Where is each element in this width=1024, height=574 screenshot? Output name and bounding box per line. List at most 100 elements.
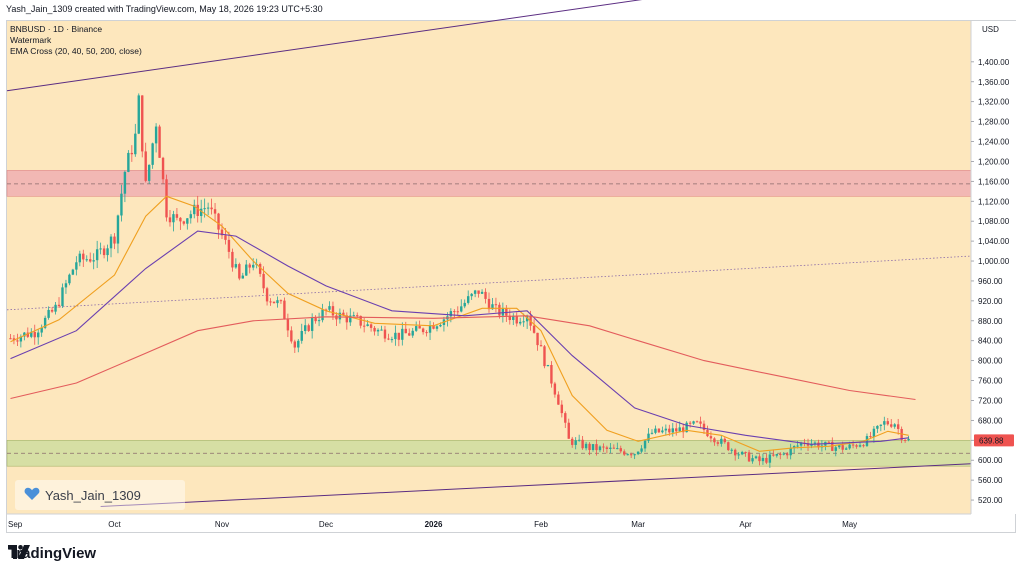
candle-body <box>338 312 342 320</box>
candle-body <box>50 309 54 312</box>
candle-body <box>470 293 473 297</box>
candle-body <box>515 315 518 324</box>
price-axis-tick: 760.00 <box>978 377 1003 386</box>
candle-body <box>844 448 848 450</box>
candle-body <box>456 311 459 313</box>
candle-body <box>893 424 896 427</box>
candle-body <box>675 428 678 432</box>
candle-body <box>602 446 605 448</box>
candle-body <box>779 454 782 456</box>
candle-body <box>33 331 36 338</box>
candle-body <box>668 428 671 433</box>
candle-body <box>817 442 820 448</box>
price-axis-tick: 800.00 <box>978 357 1003 366</box>
candle-body <box>43 317 47 328</box>
price-axis-tick: 960.00 <box>978 277 1003 286</box>
candle-body <box>723 438 726 443</box>
tradingview-logo[interactable]: TradingView <box>8 545 96 562</box>
price-axis-tick: 1,360.00 <box>978 78 1010 87</box>
price-axis-tick: 1,160.00 <box>978 177 1010 186</box>
last-price-label: 639.88 <box>979 436 1004 445</box>
candle-body <box>404 328 407 334</box>
candle-body <box>369 324 373 328</box>
candle-body <box>657 428 661 433</box>
candle-body <box>786 453 789 456</box>
candle-body <box>394 332 397 340</box>
candle-body <box>19 336 23 342</box>
candle-body <box>206 207 210 209</box>
candle-body <box>428 325 432 333</box>
candle-body <box>626 454 629 456</box>
candle-body <box>425 332 428 334</box>
candle-body <box>619 448 622 452</box>
candle-body <box>564 413 567 423</box>
candle-body <box>144 151 147 181</box>
candle-body <box>796 445 799 447</box>
candle-body <box>612 447 616 449</box>
candle-body <box>95 249 99 261</box>
ema-mid-line <box>10 230 909 445</box>
time-axis-tick: Oct <box>108 520 121 529</box>
candle-body <box>831 441 834 451</box>
candle-body <box>224 235 227 240</box>
candle-body <box>681 427 685 433</box>
time-axis-tick: Mar <box>631 520 645 529</box>
candle-body <box>890 424 893 427</box>
candle-body <box>356 315 359 317</box>
candle-body <box>245 264 248 276</box>
candle-body <box>61 287 64 307</box>
candle-body <box>293 341 297 348</box>
candle-body <box>220 229 224 236</box>
candle-body <box>772 454 775 456</box>
candle-body <box>463 302 466 307</box>
candle-body <box>217 213 220 230</box>
candle-body <box>505 308 508 316</box>
candle-body <box>165 179 168 218</box>
candle-body <box>127 152 130 172</box>
candle-body <box>279 300 283 302</box>
symbol-label[interactable]: BNBUSD · 1D · Binance <box>10 24 103 34</box>
time-axis-tick: Apr <box>739 520 752 529</box>
candle-body <box>37 332 40 338</box>
candle-body <box>23 332 26 337</box>
price-axis-tick: 920.00 <box>978 297 1003 306</box>
candle-body <box>536 332 539 346</box>
candle-body <box>102 248 106 256</box>
candle-body <box>421 328 425 333</box>
candle-body <box>654 428 657 433</box>
candle-body <box>241 275 244 279</box>
indicator-label[interactable]: EMA Cross (20, 40, 50, 200, close) <box>10 46 142 56</box>
candle-body <box>737 454 740 456</box>
watermark-label[interactable]: Watermark <box>10 35 52 45</box>
candle-body <box>213 209 217 214</box>
candle-body <box>106 248 109 256</box>
candle-body <box>862 445 865 447</box>
candle-body <box>47 309 50 318</box>
candle-body <box>751 458 754 462</box>
candle-body <box>64 283 68 288</box>
candle-body <box>203 208 206 210</box>
candle-body <box>113 236 116 244</box>
watermark-text: Yash_Jain_1309 <box>45 487 141 503</box>
candle-body <box>716 442 720 444</box>
price-axis-tick: 1,400.00 <box>978 58 1010 67</box>
candle-body <box>26 332 30 337</box>
price-axis-tick: 1,000.00 <box>978 257 1010 266</box>
chart-legend: BNBUSD · 1D · Binance Watermark EMA Cros… <box>10 24 142 57</box>
price-axis-tick: 1,040.00 <box>978 237 1010 246</box>
price-axis-tick: 1,080.00 <box>978 217 1010 226</box>
candle-body <box>678 427 681 432</box>
candle-body <box>435 326 439 329</box>
candle-body <box>453 311 456 313</box>
price-axis-tick: 1,280.00 <box>978 118 1010 127</box>
candle-body <box>813 442 817 444</box>
tradingview-logo-icon <box>8 545 30 559</box>
candle-body <box>543 346 546 367</box>
candle-body <box>75 262 78 270</box>
resistance-zone <box>6 170 972 197</box>
candle-body <box>605 447 609 449</box>
candle-body <box>480 291 484 294</box>
brand-name: TradingView <box>8 545 97 562</box>
candle-body <box>713 438 716 443</box>
